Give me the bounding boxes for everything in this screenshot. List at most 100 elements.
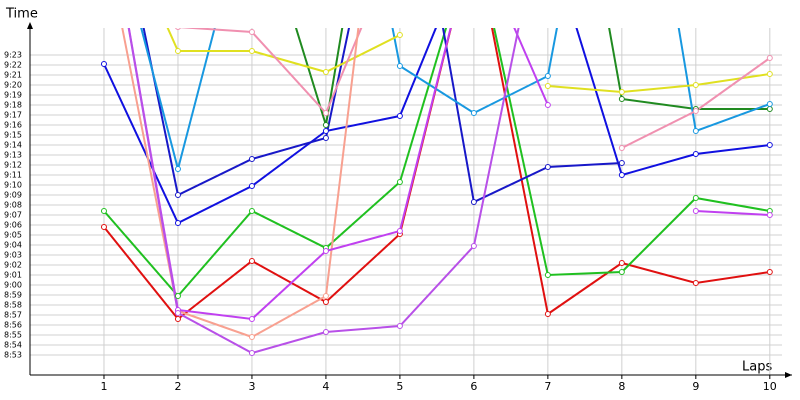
data-point — [692, 151, 699, 157]
data-point — [174, 192, 181, 198]
data-point — [322, 69, 329, 75]
data-point — [766, 142, 773, 148]
y-tick-label: 9:10 — [4, 181, 22, 190]
y-tick-label: 9:01 — [4, 271, 22, 280]
data-point — [396, 179, 403, 185]
data-point — [100, 61, 107, 67]
x-tick-label: 2 — [174, 380, 181, 393]
y-tick-label: 9:21 — [4, 71, 22, 80]
data-point — [544, 73, 551, 79]
y-tick-label: 9:09 — [4, 191, 22, 200]
y-tick-label: 8:55 — [4, 331, 22, 340]
y-tick-label: 9:15 — [4, 131, 22, 140]
data-point — [396, 323, 403, 329]
y-tick-label: 8:54 — [4, 341, 22, 350]
data-point — [248, 29, 255, 35]
data-point — [322, 293, 329, 299]
data-point — [692, 195, 699, 201]
data-point — [100, 208, 107, 214]
y-tick-label: 9:23 — [4, 51, 22, 60]
data-point — [174, 220, 181, 226]
y-tick-label: 9:12 — [4, 161, 22, 170]
data-point — [544, 164, 551, 170]
data-point — [544, 83, 551, 89]
x-tick-label: 5 — [396, 380, 403, 393]
data-point — [618, 269, 625, 275]
y-tick-label: 9:16 — [4, 121, 22, 130]
data-point — [248, 183, 255, 189]
series-line — [127, 28, 770, 321]
data-point — [248, 316, 255, 322]
data-point — [248, 156, 255, 162]
data-point — [100, 224, 107, 230]
y-tick-label: 9:19 — [4, 91, 22, 100]
x-tick-label: 3 — [248, 380, 255, 393]
data-point — [396, 32, 403, 38]
series-line — [177, 28, 771, 149]
data-point — [618, 89, 625, 95]
data-point — [248, 48, 255, 54]
y-tick-label: 9:06 — [4, 221, 22, 230]
data-point — [618, 160, 625, 166]
data-point — [322, 329, 329, 335]
data-point — [174, 166, 181, 172]
x-tick-label: 4 — [322, 380, 329, 393]
series-line — [103, 28, 770, 321]
data-point — [396, 113, 403, 119]
data-point — [396, 228, 403, 234]
y-tick-label: 9:18 — [4, 101, 22, 110]
y-tick-label: 9:08 — [4, 201, 22, 210]
data-point — [766, 106, 773, 112]
y-tick-label: 9:05 — [4, 231, 22, 240]
data-point — [322, 135, 329, 141]
y-tick-label: 9:11 — [4, 171, 22, 180]
data-point — [618, 172, 625, 178]
y-tick-label: 9:02 — [4, 261, 22, 270]
data-point — [766, 212, 773, 218]
series-line — [103, 28, 770, 225]
data-point — [175, 28, 181, 30]
data-point — [766, 55, 773, 61]
data-point — [618, 260, 625, 266]
data-point — [322, 128, 329, 134]
data-point — [322, 299, 329, 305]
data-point — [174, 316, 181, 322]
x-tick-label: 8 — [618, 380, 625, 393]
x-axis-label: Laps — [742, 360, 772, 375]
y-axis-label: Time — [5, 7, 38, 22]
y-tick-label: 8:53 — [4, 351, 22, 360]
data-point — [544, 311, 551, 317]
y-tick-label: 9:04 — [4, 241, 22, 250]
data-point — [692, 128, 699, 134]
y-axis-arrow — [27, 22, 33, 29]
y-tick-label: 9:14 — [4, 141, 22, 150]
data-point — [618, 145, 625, 151]
data-point — [248, 208, 255, 214]
x-tick-label: 6 — [470, 380, 477, 393]
data-point — [766, 71, 773, 77]
data-point — [692, 208, 699, 214]
data-point — [692, 82, 699, 88]
data-point — [248, 350, 255, 356]
x-tick-label: 9 — [692, 380, 699, 393]
data-point — [692, 108, 699, 114]
data-point — [248, 258, 255, 264]
data-point — [470, 199, 477, 205]
y-tick-label: 9:03 — [4, 251, 22, 260]
data-point — [766, 101, 773, 107]
data-point — [766, 269, 773, 275]
data-point — [174, 310, 181, 316]
data-point — [692, 280, 699, 286]
data-point — [544, 102, 551, 108]
y-tick-label: 9:22 — [4, 61, 22, 70]
x-tick-label: 1 — [100, 380, 107, 393]
y-tick-label: 8:56 — [4, 321, 22, 330]
series-line — [103, 28, 770, 298]
y-tick-label: 8:58 — [4, 301, 22, 310]
y-tick-label: 9:00 — [4, 281, 22, 290]
y-tick-label: 9:20 — [4, 81, 22, 90]
data-point — [544, 272, 551, 278]
data-point — [396, 63, 403, 69]
data-point — [618, 96, 625, 102]
